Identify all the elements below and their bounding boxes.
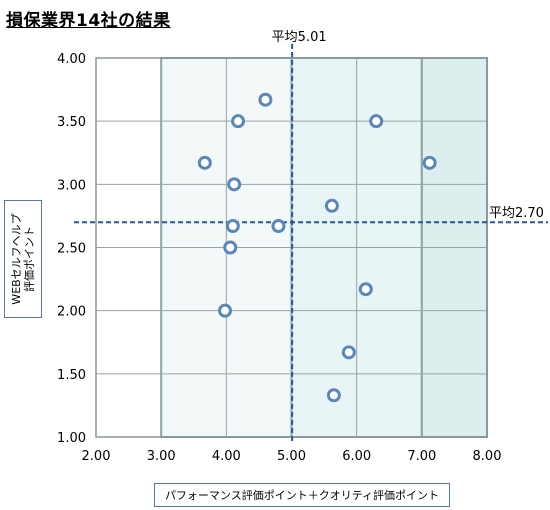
x-tick-label: 2.00 [82, 449, 111, 464]
x-mean-label: 平均5.01 [272, 30, 327, 45]
x-axis-label: パフォーマンス評価ポイント＋クオリティ評価ポイント [164, 489, 440, 502]
page-title: 損保業界14社の結果 [6, 11, 171, 31]
data-point [227, 177, 242, 192]
data-point [231, 114, 246, 129]
data-point [223, 240, 238, 255]
x-tick-label: 8.00 [473, 449, 502, 464]
data-point [218, 303, 233, 318]
data-point [358, 282, 373, 297]
y-tick-label: 3.50 [57, 115, 86, 130]
x-tick-label: 4.00 [212, 449, 241, 464]
x-axis-label-box: パフォーマンス評価ポイント＋クオリティ評価ポイント [154, 483, 450, 507]
y-tick-label: 2.00 [57, 305, 86, 320]
x-tick-label: 5.00 [277, 449, 306, 464]
y-axis-label: WEBセルフヘルプ 評価ポイント [10, 213, 36, 305]
data-point [324, 198, 339, 213]
y-mean-label: 平均2.70 [489, 206, 544, 221]
data-point [225, 219, 240, 234]
data-point [197, 155, 212, 170]
y-tick-label: 2.50 [57, 242, 86, 257]
y-tick-label: 4.00 [57, 52, 86, 67]
data-point [341, 345, 356, 360]
x-tick-label: 7.00 [407, 449, 436, 464]
data-point [369, 114, 384, 129]
x-tick-label: 3.00 [147, 449, 176, 464]
data-point [258, 92, 273, 107]
y-axis-label-box: WEBセルフヘルプ 評価ポイント [4, 200, 42, 318]
data-point [271, 219, 286, 234]
y-tick-label: 3.00 [57, 178, 86, 193]
data-point [326, 388, 341, 403]
x-tick-label: 6.00 [342, 449, 371, 464]
data-point [422, 155, 437, 170]
y-tick-label: 1.00 [57, 431, 86, 446]
y-tick-label: 1.50 [57, 368, 86, 383]
